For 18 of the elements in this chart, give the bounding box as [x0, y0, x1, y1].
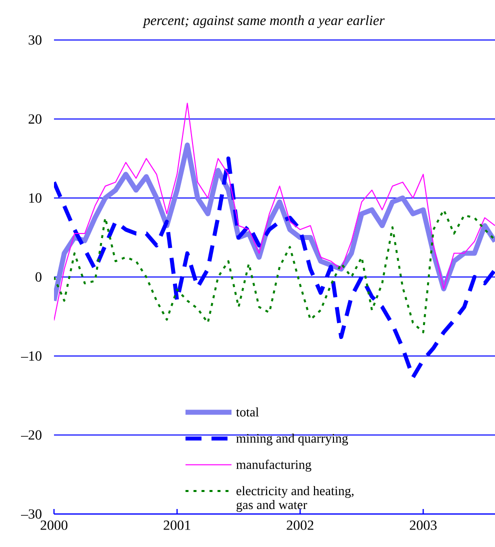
- chart-subtitle: percent; against same month a year earlier: [142, 15, 385, 28]
- legend-label: total: [236, 407, 259, 416]
- line-series: [54, 208, 495, 334]
- y-tick-label: 20: [28, 114, 42, 124]
- x-tick-label: 2002: [286, 520, 314, 530]
- legend-label: electricity and heating, gas and water: [236, 486, 354, 512]
- x-tick-label: 2001: [164, 520, 190, 530]
- y-tick-label: –30: [20, 509, 42, 519]
- y-tick-label: 30: [28, 35, 42, 45]
- x-tick-label: 2003: [410, 520, 437, 530]
- y-tick-label: –20: [20, 430, 42, 440]
- legend-label: manufacturing: [236, 460, 312, 472]
- y-tick-label: 0: [36, 272, 42, 282]
- legend-label: mining and quarrying: [236, 434, 348, 446]
- x-tick-label: 2000: [40, 520, 68, 530]
- y-tick-label: –10: [20, 351, 42, 361]
- y-tick-label: 10: [29, 193, 42, 203]
- line-series: [54, 102, 495, 321]
